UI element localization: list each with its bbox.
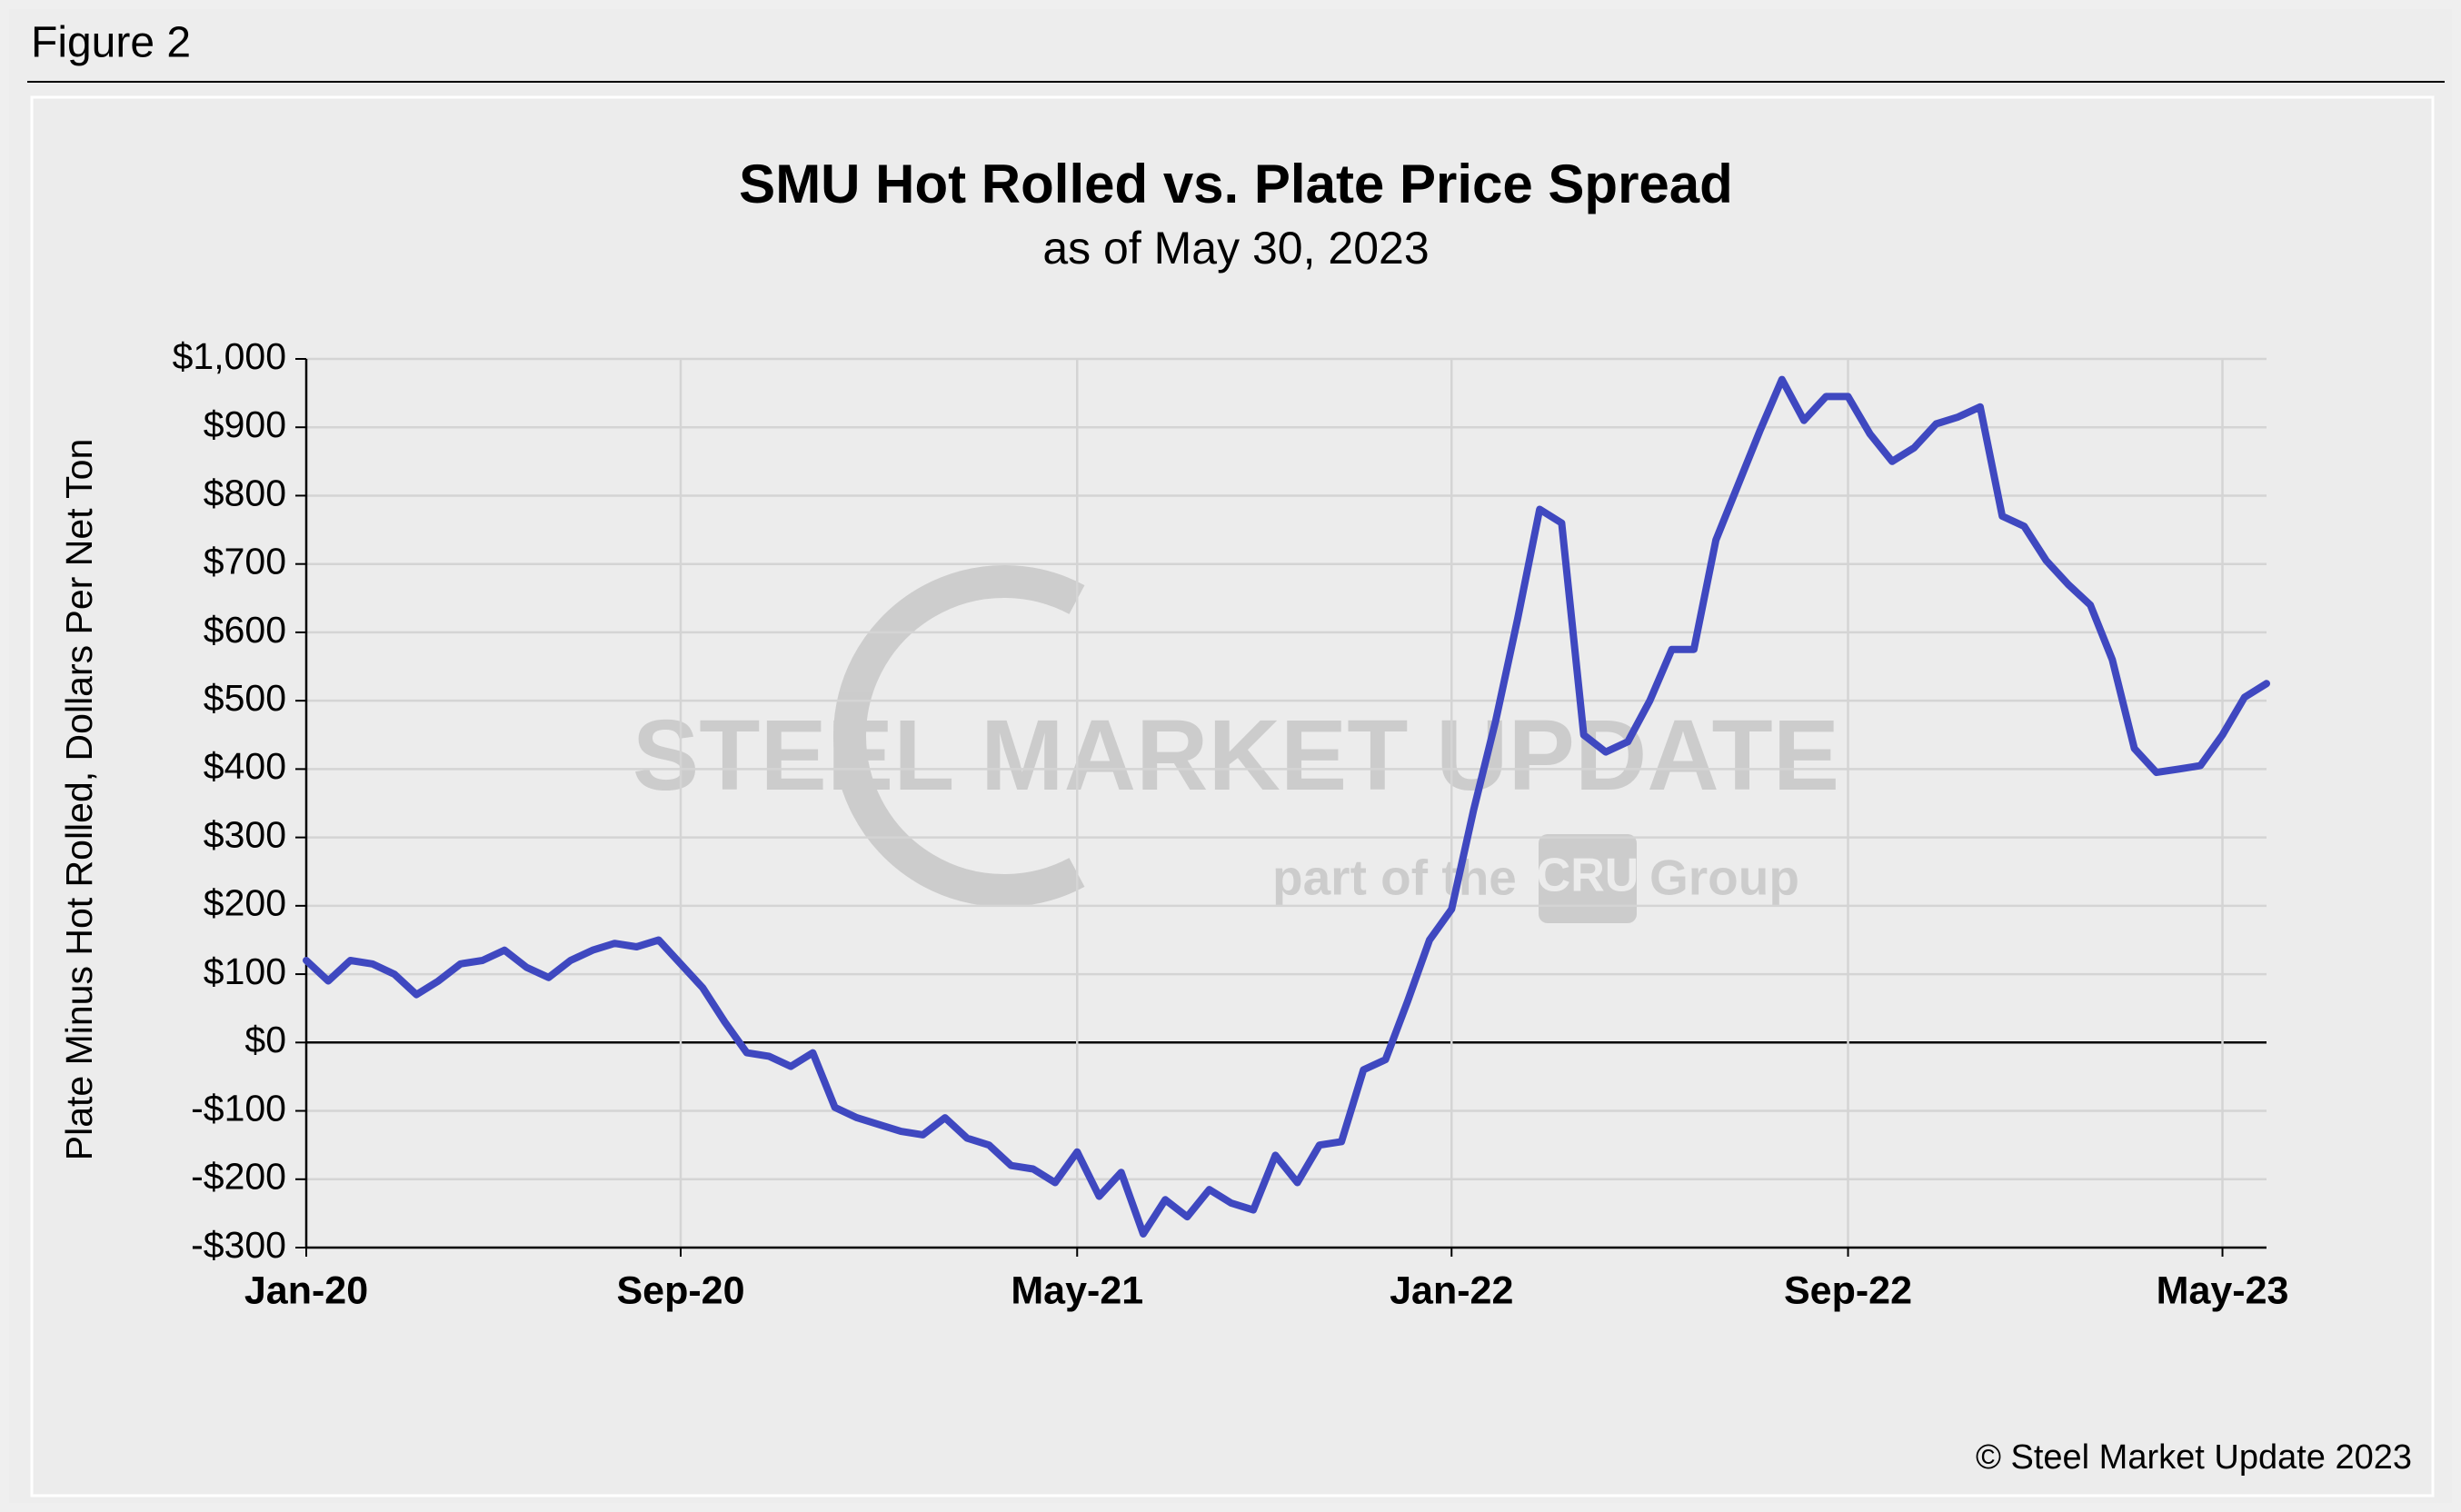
y-tick-label: $200 [204, 882, 286, 924]
y-tick-label: $100 [204, 950, 286, 992]
y-tick-label: $500 [204, 677, 286, 719]
y-tick-label: -$200 [191, 1156, 286, 1198]
watermark: STEEL MARKET UPDATE part of the CRU Grou… [633, 565, 1839, 923]
y-tick-label: $700 [204, 541, 286, 582]
y-tick-label: -$300 [191, 1224, 286, 1266]
y-tick-label: $600 [204, 609, 286, 651]
watermark-brand: STEEL MARKET UPDATE [633, 700, 1839, 811]
y-tick-label: $300 [204, 813, 286, 855]
watermark-arc [833, 565, 1085, 907]
x-tick-label: May-21 [1011, 1268, 1143, 1312]
x-tick-label: Jan-22 [1390, 1268, 1513, 1312]
y-tick-label: $800 [204, 472, 286, 513]
y-tick-label: $1,000 [173, 335, 286, 377]
y-axis-label: Plate Minus Hot Rolled, Dollars Per Net … [58, 439, 100, 1161]
x-tick-label: Jan-20 [244, 1268, 368, 1312]
y-tick-label: -$100 [191, 1087, 286, 1129]
watermark-logo-box [1539, 834, 1637, 923]
copyright: © Steel Market Update 2023 [1976, 1438, 2412, 1477]
y-tick-label: $400 [204, 745, 286, 787]
x-tick-label: May-23 [2157, 1268, 2289, 1312]
plot-panel [30, 95, 2435, 1497]
data-line [303, 375, 2270, 1238]
y-tick-label: $0 [244, 1019, 286, 1060]
x-tick-label: Sep-22 [1784, 1268, 1912, 1312]
figure-header: Figure 2 [31, 19, 191, 67]
watermark-logo: CRU [1537, 850, 1639, 902]
watermark-tagline-end: Group [1649, 850, 1799, 906]
watermark-tagline: part of the [1272, 850, 1517, 906]
x-tick-label: Sep-20 [617, 1268, 745, 1312]
y-tick-label: $900 [204, 403, 286, 445]
chart-title: SMU Hot Rolled vs. Plate Price Spread [739, 154, 1733, 214]
chart-subtitle: as of May 30, 2023 [1042, 223, 1429, 274]
